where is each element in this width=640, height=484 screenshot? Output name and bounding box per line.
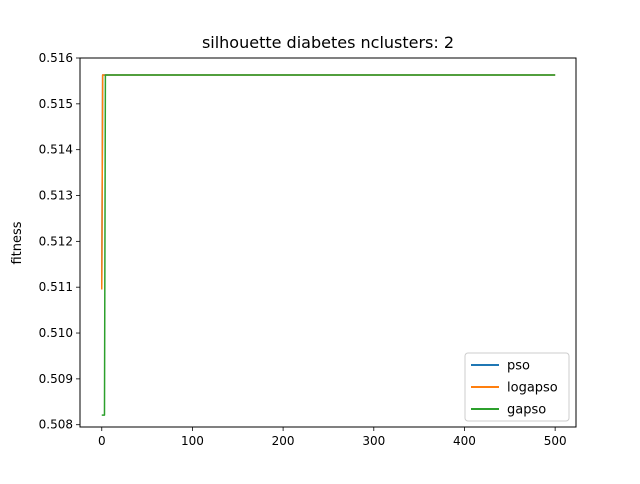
y-tick-label: 0.515	[39, 97, 73, 111]
x-axis-ticks: 0 100 200 300 400 500	[98, 427, 567, 448]
legend-label-gapso: gapso	[507, 403, 546, 418]
x-tick-label: 0	[98, 434, 106, 448]
legend: pso logapso gapso	[464, 352, 570, 422]
chart-title: silhouette diabetes nclusters: 2	[202, 33, 454, 52]
y-axis-ticks: 0.508 0.509 0.510 0.511 0.512 0.513 0.514 0.515…	[39, 51, 80, 432]
series-line-gapso	[101, 74, 556, 416]
y-tick-label: 0.509	[39, 372, 73, 386]
plot-frame	[79, 57, 577, 428]
legend-label-pso: pso	[507, 359, 530, 374]
legend-box	[464, 352, 570, 422]
y-tick-label: 0.513	[39, 189, 73, 203]
y-axis-label: fitness	[10, 221, 25, 264]
y-tick-label: 0.512	[39, 234, 73, 248]
x-tick-label: 100	[181, 434, 204, 448]
x-tick-label: 300	[362, 434, 385, 448]
y-tick-label: 0.511	[39, 280, 73, 294]
y-tick-label: 0.516	[39, 51, 73, 65]
y-tick-label: 0.514	[39, 143, 73, 157]
y-tick-label: 0.510	[39, 326, 73, 340]
series-line-logapso	[101, 74, 556, 290]
y-tick-label: 0.508	[39, 418, 73, 432]
series-layer	[101, 74, 556, 416]
x-tick-label: 200	[272, 434, 295, 448]
x-tick-label: 400	[453, 434, 476, 448]
x-tick-label: 500	[544, 434, 567, 448]
series-line-pso	[101, 74, 556, 290]
legend-label-logapso: logapso	[507, 381, 558, 396]
